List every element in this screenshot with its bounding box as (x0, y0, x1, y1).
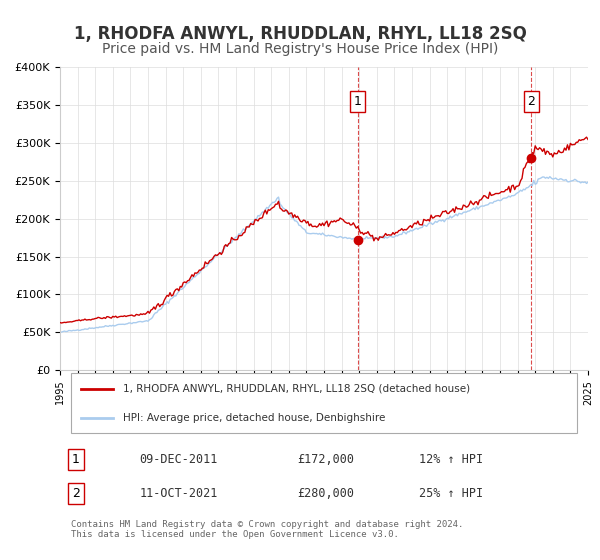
Text: 2: 2 (72, 487, 80, 500)
Text: 2: 2 (527, 95, 535, 108)
Text: £172,000: £172,000 (298, 453, 355, 466)
Text: 11-OCT-2021: 11-OCT-2021 (139, 487, 218, 500)
Text: 1: 1 (72, 453, 80, 466)
Text: 1, RHODFA ANWYL, RHUDDLAN, RHYL, LL18 2SQ (detached house): 1, RHODFA ANWYL, RHUDDLAN, RHYL, LL18 2S… (124, 384, 470, 394)
Text: 1, RHODFA ANWYL, RHUDDLAN, RHYL, LL18 2SQ: 1, RHODFA ANWYL, RHUDDLAN, RHYL, LL18 2S… (74, 25, 526, 43)
Text: 1: 1 (354, 95, 362, 108)
FancyBboxPatch shape (71, 374, 577, 433)
Text: HPI: Average price, detached house, Denbighshire: HPI: Average price, detached house, Denb… (124, 413, 386, 423)
Text: Contains HM Land Registry data © Crown copyright and database right 2024.
This d: Contains HM Land Registry data © Crown c… (71, 520, 463, 539)
Text: £280,000: £280,000 (298, 487, 355, 500)
Text: Price paid vs. HM Land Registry's House Price Index (HPI): Price paid vs. HM Land Registry's House … (102, 42, 498, 56)
Text: 09-DEC-2011: 09-DEC-2011 (139, 453, 218, 466)
Text: 25% ↑ HPI: 25% ↑ HPI (419, 487, 483, 500)
Text: 12% ↑ HPI: 12% ↑ HPI (419, 453, 483, 466)
